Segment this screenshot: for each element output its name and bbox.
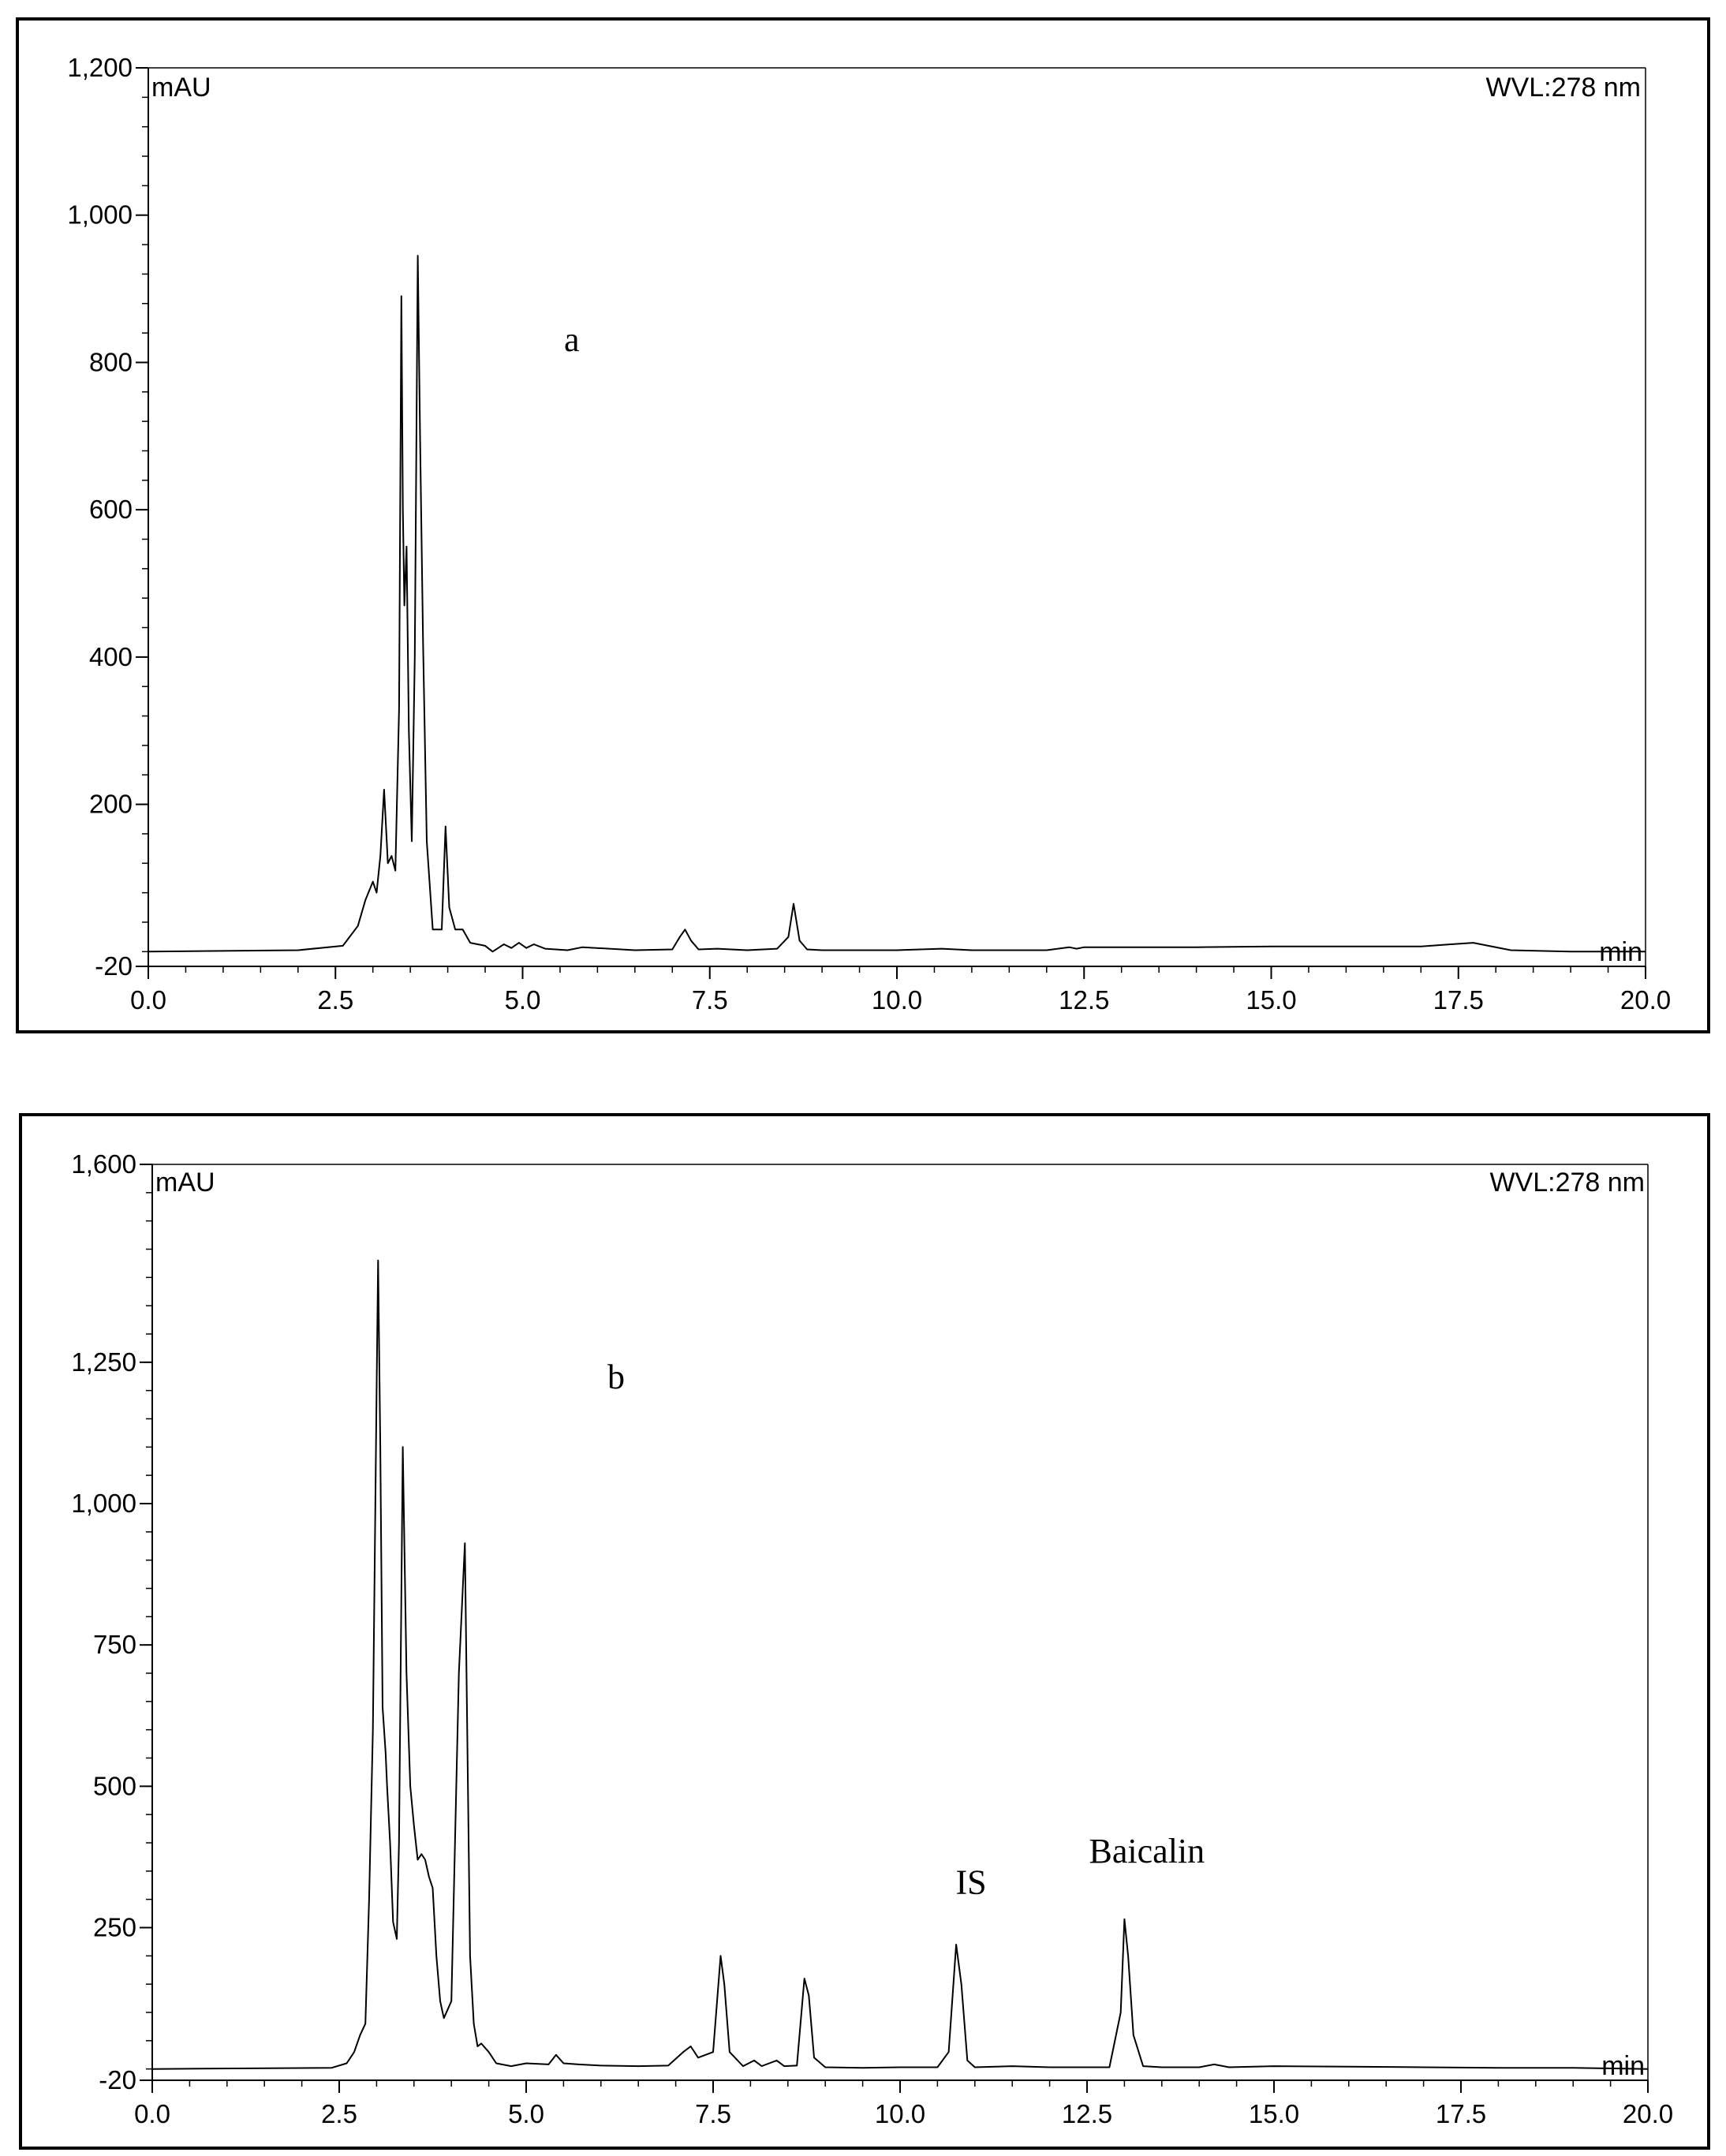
- y-tick-label: 750: [93, 1630, 136, 1659]
- y-tick-label: 1,000: [71, 1489, 136, 1518]
- panel-label: b: [607, 1358, 625, 1396]
- x-tick-label: 10.0: [875, 2099, 925, 2128]
- x-tick-label: 7.5: [695, 2099, 731, 2128]
- peak-annotation: IS: [955, 1863, 986, 1902]
- y-tick-label: -20: [99, 2065, 136, 2094]
- panel-label: a: [564, 320, 580, 359]
- y-tick-label: 1,600: [71, 1149, 136, 1179]
- x-tick-label: 12.5: [1062, 2099, 1112, 2128]
- x-tick-label: 2.5: [321, 2099, 357, 2128]
- x-unit-label: min: [1601, 2051, 1645, 2081]
- x-tick-label: 0.0: [130, 985, 166, 1014]
- x-tick-label: 17.5: [1433, 985, 1484, 1014]
- wavelength-label: WVL:278 nm: [1485, 73, 1641, 103]
- y-tick-label: 500: [93, 1771, 136, 1800]
- y-tick-label: 200: [89, 790, 133, 819]
- x-tick-label: 10.0: [872, 985, 922, 1014]
- y-tick-label: 400: [89, 642, 133, 671]
- x-tick-label: 17.5: [1436, 2099, 1486, 2128]
- x-tick-label: 0.0: [134, 2099, 170, 2128]
- x-tick-label: 2.5: [317, 985, 353, 1014]
- peak-annotation: Baicalin: [1089, 1832, 1205, 1870]
- y-tick-label: 1,000: [67, 200, 133, 230]
- x-tick-label: 5.0: [505, 985, 541, 1014]
- units-label: mAU: [155, 1168, 215, 1198]
- chart-b: 0.0 2.5 5.0 7.5 10.0 12.5 15.0 17.5 20.0 -20 250 50…: [71, 1149, 1673, 2128]
- chart-a: 0.0 2.5 5.0 7.5 10.0 12.5 15.0 17.5 20.0 -20 200 40…: [67, 53, 1671, 1014]
- y-tick-label: 1,200: [67, 53, 133, 82]
- chromatogram-trace: [151, 1259, 1649, 2070]
- units-label: mAU: [151, 73, 211, 103]
- chromatogram-panel-a: [16, 17, 1710, 1033]
- y-tick-label: 250: [93, 1913, 136, 1942]
- x-tick-label: 15.0: [1249, 2099, 1299, 2128]
- wavelength-label: WVL:278 nm: [1489, 1168, 1645, 1198]
- x-tick-label: 12.5: [1059, 985, 1109, 1014]
- chromatogram-trace: [148, 255, 1646, 953]
- chromatogram-panel-b: [19, 1113, 1710, 2150]
- x-tick-label: 20.0: [1623, 2099, 1673, 2128]
- x-tick-label: 7.5: [692, 985, 728, 1014]
- x-tick-label: 20.0: [1620, 985, 1671, 1014]
- y-tick-label: 800: [89, 347, 133, 376]
- y-tick-label: -20: [95, 951, 133, 981]
- y-tick-label: 600: [89, 495, 133, 524]
- x-tick-label: 15.0: [1246, 985, 1296, 1014]
- y-tick-label: 1,250: [71, 1347, 136, 1377]
- x-tick-label: 5.0: [508, 2099, 544, 2128]
